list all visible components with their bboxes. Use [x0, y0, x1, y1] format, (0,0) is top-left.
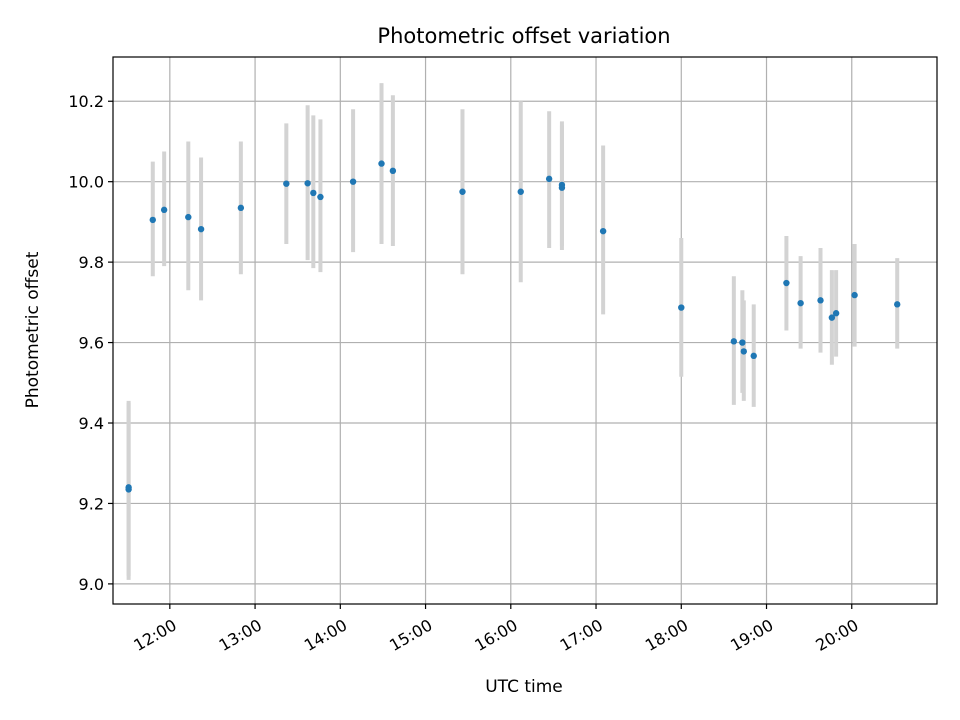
- grid: [113, 57, 937, 604]
- x-axis-label: UTC time: [485, 677, 563, 697]
- data-point: [832, 310, 840, 317]
- data-point: [894, 301, 901, 308]
- data-point: [851, 291, 858, 299]
- error-bars: [126, 83, 900, 580]
- data-point: [310, 189, 317, 197]
- x-tick-label: 19:00: [727, 615, 776, 655]
- data-points: [125, 160, 901, 493]
- data-point: [378, 160, 385, 167]
- data-point: [160, 206, 168, 214]
- data-point: [558, 181, 566, 189]
- y-axis-label: Photometric offset: [23, 251, 43, 408]
- data-point: [283, 180, 290, 187]
- data-point: [750, 352, 757, 360]
- plot-frame: [112, 56, 938, 605]
- x-tick-label: 20:00: [812, 615, 861, 655]
- data-point: [389, 167, 397, 175]
- data-point: [545, 175, 553, 183]
- x-tick-label: 17:00: [557, 615, 606, 655]
- data-point: [783, 279, 790, 287]
- chart-title: Photometric offset variation: [377, 24, 670, 48]
- data-point: [730, 338, 738, 345]
- x-tick-label: 16:00: [471, 615, 520, 655]
- data-point: [739, 339, 746, 346]
- x-tick-label: 14:00: [301, 615, 350, 655]
- y-tick-label: 9.6: [79, 334, 104, 353]
- data-point: [185, 213, 192, 221]
- data-point: [197, 225, 205, 233]
- y-tick-label: 9.0: [79, 575, 104, 594]
- data-point: [517, 188, 524, 195]
- x-tick-label: 13:00: [216, 615, 265, 655]
- x-tick-label: 18:00: [642, 615, 691, 655]
- data-point: [237, 204, 245, 212]
- y-tick-label: 9.2: [79, 494, 104, 513]
- data-point: [317, 193, 324, 201]
- y-tick-label: 9.8: [79, 253, 104, 272]
- data-point: [149, 216, 156, 224]
- data-point: [599, 227, 607, 235]
- data-point: [797, 299, 804, 307]
- x-tick-label: 15:00: [386, 615, 435, 655]
- data-point: [125, 484, 132, 491]
- data-point: [678, 304, 685, 311]
- y-tick-label: 9.4: [79, 414, 104, 433]
- data-point: [740, 348, 747, 355]
- data-point: [304, 180, 311, 187]
- data-point: [459, 188, 466, 195]
- y-tick-label: 10.2: [68, 92, 104, 111]
- x-tick-label: 12:00: [130, 615, 179, 655]
- data-point: [349, 178, 357, 185]
- y-tick-label: 10.0: [68, 173, 104, 192]
- data-point: [817, 297, 824, 304]
- data-point: [828, 314, 836, 321]
